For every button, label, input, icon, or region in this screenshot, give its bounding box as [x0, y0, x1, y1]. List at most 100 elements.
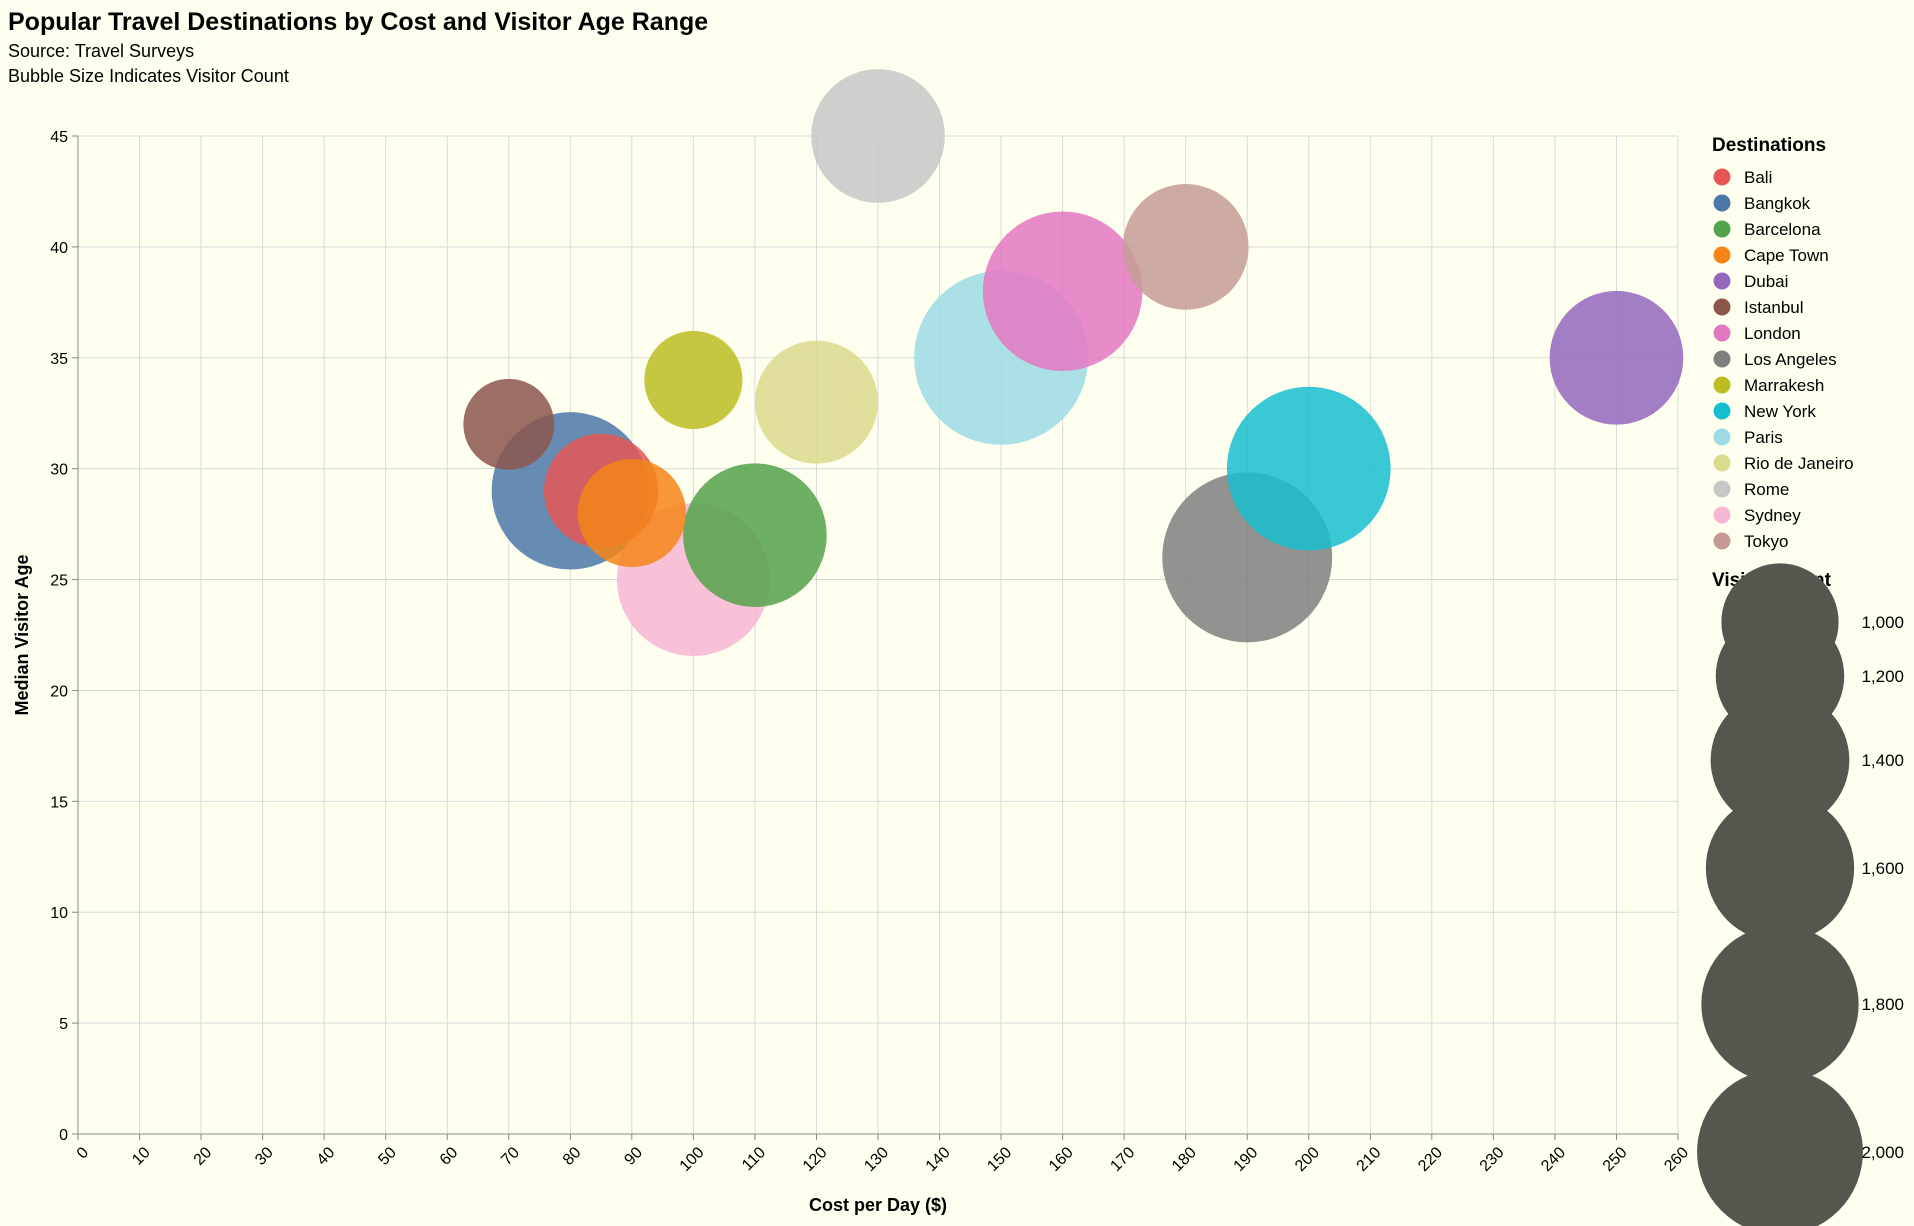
- x-tick-label: 130: [861, 1144, 892, 1175]
- size-legend-label: 1,400: [1861, 751, 1904, 770]
- legend-label: Los Angeles: [1744, 350, 1837, 369]
- y-tick-label: 30: [50, 462, 68, 479]
- x-tick-label: 0: [74, 1144, 92, 1162]
- grid-lines: [77, 135, 1679, 1135]
- legend-swatch: [1713, 220, 1731, 238]
- legend-label: Paris: [1744, 428, 1783, 447]
- bubble-point: [683, 463, 827, 608]
- bubble-point: [811, 69, 945, 203]
- legend-label: Rome: [1744, 480, 1789, 499]
- x-tick-label: 160: [1046, 1144, 1077, 1175]
- legend-swatch: [1713, 324, 1731, 342]
- legend-label: Marrakesh: [1744, 376, 1824, 395]
- legend-swatch: [1713, 402, 1731, 420]
- legend-swatch: [1713, 376, 1731, 394]
- legend-label: Dubai: [1744, 272, 1788, 291]
- size-legend-label: 1,200: [1861, 667, 1904, 686]
- legend-label: Bali: [1744, 168, 1772, 187]
- bubble-point: [463, 378, 555, 470]
- bubble-marks: [463, 69, 1684, 657]
- color-legend-title: Destinations: [1712, 135, 1826, 156]
- x-tick-label: 120: [800, 1144, 831, 1175]
- bubble-point: [577, 458, 686, 568]
- y-tick-label: 20: [50, 683, 68, 700]
- chart-subtitle-size-note: Bubble Size Indicates Visitor Count: [8, 66, 289, 86]
- bubble-point: [982, 211, 1143, 371]
- x-tick-label: 100: [677, 1144, 708, 1175]
- size-legend-bubble: [1710, 690, 1850, 830]
- x-tick-label: 110: [739, 1144, 769, 1174]
- x-tick-label: 70: [498, 1144, 523, 1169]
- x-tick-label: 10: [129, 1144, 154, 1169]
- chart-subtitle-source: Source: Travel Surveys: [8, 41, 194, 61]
- legend-label: Cape Town: [1744, 246, 1829, 265]
- legend-label: Bangkok: [1744, 194, 1811, 213]
- bubble-point: [1122, 184, 1249, 310]
- x-tick-label: 250: [1600, 1144, 1631, 1175]
- x-tick-label: 80: [560, 1144, 585, 1169]
- x-tick-label: 240: [1538, 1144, 1569, 1175]
- x-tick-label: 230: [1477, 1144, 1508, 1175]
- x-tick-label: 60: [437, 1144, 462, 1169]
- size-legend-label: 1,600: [1861, 859, 1904, 878]
- legend-swatch: [1713, 350, 1731, 368]
- size-legend-label: 2,000: [1861, 1143, 1904, 1162]
- x-tick-label: 20: [191, 1144, 216, 1169]
- axes: 0 10 20 30 40 50 60 70 80 90 100 110 120 130 140 150 160…: [50, 129, 1692, 1175]
- legend-swatch: [1713, 454, 1731, 472]
- y-axis-title: Median Visitor Age: [12, 554, 32, 715]
- x-tick-label: 50: [375, 1144, 400, 1169]
- chart-title: Popular Travel Destinations by Cost and …: [8, 8, 708, 36]
- legend-swatch: [1713, 428, 1731, 446]
- legend-swatch: [1713, 168, 1731, 186]
- legend-swatch: [1713, 298, 1731, 316]
- legend-swatch: [1713, 480, 1731, 498]
- x-tick-label: 190: [1231, 1144, 1262, 1175]
- legend-label: London: [1744, 324, 1801, 343]
- size-legend-label: 1,000: [1861, 613, 1904, 632]
- x-tick-label: 150: [984, 1144, 1015, 1175]
- legend-swatch: [1713, 532, 1731, 550]
- y-tick-label: 5: [59, 1016, 68, 1033]
- size-legend-bubble: [1697, 1069, 1863, 1226]
- x-tick-label: 30: [252, 1144, 277, 1169]
- color-legend-items: Bali Bangkok Barcelona Cape Town Dubai Istanb…: [1713, 168, 1854, 551]
- x-tick-label: 180: [1169, 1144, 1200, 1175]
- y-tick-label: 25: [50, 573, 68, 590]
- legend-label: Sydney: [1744, 506, 1801, 525]
- y-tick-label: 0: [59, 1127, 68, 1144]
- legend-swatch: [1713, 194, 1731, 212]
- x-tick-label: 170: [1107, 1144, 1138, 1175]
- x-tick-label: 200: [1292, 1144, 1323, 1175]
- bubble-point: [754, 340, 878, 464]
- size-legend-bubble: [1705, 793, 1855, 943]
- x-tick-label: 40: [314, 1144, 339, 1169]
- y-tick-label: 40: [50, 240, 68, 257]
- y-tick-label: 15: [50, 794, 68, 811]
- legend-label: Rio de Janeiro: [1744, 454, 1854, 473]
- size-legend-label: 1,800: [1861, 995, 1904, 1014]
- legend-label: New York: [1744, 402, 1816, 421]
- x-tick-label: 220: [1415, 1144, 1446, 1175]
- y-tick-label: 35: [50, 351, 68, 368]
- legend-label: Tokyo: [1744, 532, 1788, 551]
- legend-label: Istanbul: [1744, 298, 1804, 317]
- legend-swatch: [1713, 272, 1731, 290]
- x-axis-title: Cost per Day ($): [809, 1195, 947, 1215]
- size-legend-bubble: [1701, 925, 1859, 1083]
- legend-swatch: [1713, 246, 1731, 264]
- x-tick-label: 210: [1354, 1144, 1385, 1175]
- x-tick-label: 90: [621, 1144, 646, 1169]
- legend: Destinations Bali Bangkok Barcelona Cape To…: [1697, 135, 1904, 1226]
- x-tick-label: 260: [1661, 1144, 1692, 1175]
- legend-label: Barcelona: [1744, 220, 1821, 239]
- x-tick-label: 140: [923, 1144, 954, 1175]
- bubble-point: [1549, 290, 1684, 425]
- y-tick-label: 10: [50, 905, 68, 922]
- y-tick-label: 45: [50, 129, 68, 146]
- size-legend-items: 1,000 1,200 1,400 1,600 1,800 2,000: [1697, 563, 1904, 1226]
- legend-swatch: [1713, 506, 1731, 524]
- bubble-point: [644, 330, 743, 430]
- bubble-point: [1226, 386, 1391, 551]
